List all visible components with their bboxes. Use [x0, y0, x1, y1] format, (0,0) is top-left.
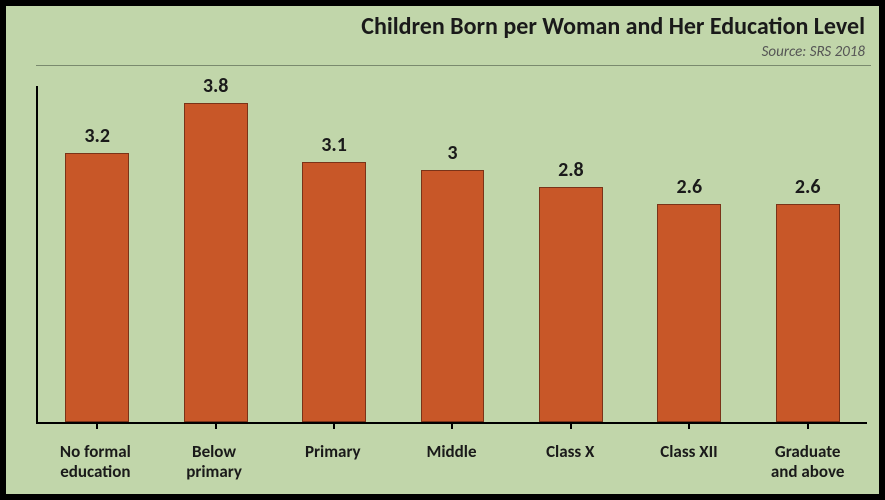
- x-label-slot: Class XII: [630, 434, 749, 494]
- bar-value-label: 3.2: [84, 124, 110, 148]
- x-tick: [96, 422, 98, 429]
- bar: 3.8: [184, 103, 248, 422]
- bar: 3.2: [65, 153, 129, 422]
- bar: 3: [421, 170, 485, 422]
- x-tick: [333, 422, 335, 429]
- x-tick: [807, 422, 809, 429]
- bar-slot: 2.6: [749, 86, 867, 422]
- bar: 2.6: [657, 204, 721, 422]
- bar-value-label: 2.8: [558, 158, 584, 182]
- bar: 2.8: [539, 187, 603, 422]
- x-label: Middle: [396, 442, 507, 462]
- x-label-slot: Graduate and above: [748, 434, 867, 494]
- x-tick: [570, 422, 572, 429]
- chart-header: Children Born per Woman and Her Educatio…: [36, 12, 871, 66]
- x-tick: [451, 422, 453, 429]
- chart-frame: Children Born per Woman and Her Educatio…: [0, 0, 885, 500]
- x-label: Below primary: [159, 442, 270, 481]
- bar-value-label: 2.6: [677, 175, 703, 199]
- bar-value-label: 3: [447, 141, 457, 165]
- bar-slot: 3.2: [38, 86, 156, 422]
- plot-area: 3.2 3.8 3.1 3 2.8 2.6 2.6: [36, 86, 867, 424]
- bar-slot: 3: [393, 86, 511, 422]
- bar-slot: 3.1: [275, 86, 393, 422]
- x-label: Primary: [277, 442, 388, 462]
- x-label-slot: Class X: [511, 434, 630, 494]
- bar-value-label: 3.1: [321, 133, 347, 157]
- bar-slot: 2.8: [512, 86, 630, 422]
- x-label-slot: No formal education: [36, 434, 155, 494]
- bars-container: 3.2 3.8 3.1 3 2.8 2.6 2.6: [38, 86, 867, 422]
- bar-slot: 2.6: [630, 86, 748, 422]
- chart-title: Children Born per Woman and Her Educatio…: [36, 12, 871, 41]
- bar-value-label: 3.8: [203, 74, 229, 98]
- bar-value-label: 2.6: [795, 175, 821, 199]
- x-label: Class X: [515, 442, 626, 462]
- x-label-slot: Middle: [392, 434, 511, 494]
- x-label: No formal education: [40, 442, 151, 481]
- bar: 2.6: [776, 204, 840, 422]
- x-tick: [215, 422, 217, 429]
- bar-slot: 3.8: [156, 86, 274, 422]
- x-axis-labels: No formal educationBelow primary Primary M…: [36, 434, 867, 494]
- x-tick: [688, 422, 690, 429]
- x-label-slot: Below primary: [155, 434, 274, 494]
- x-label: Class XII: [634, 442, 745, 462]
- bar: 3.1: [302, 162, 366, 422]
- x-label: Graduate and above: [752, 442, 863, 481]
- chart-source: Source: SRS 2018: [36, 43, 871, 61]
- x-label-slot: Primary: [273, 434, 392, 494]
